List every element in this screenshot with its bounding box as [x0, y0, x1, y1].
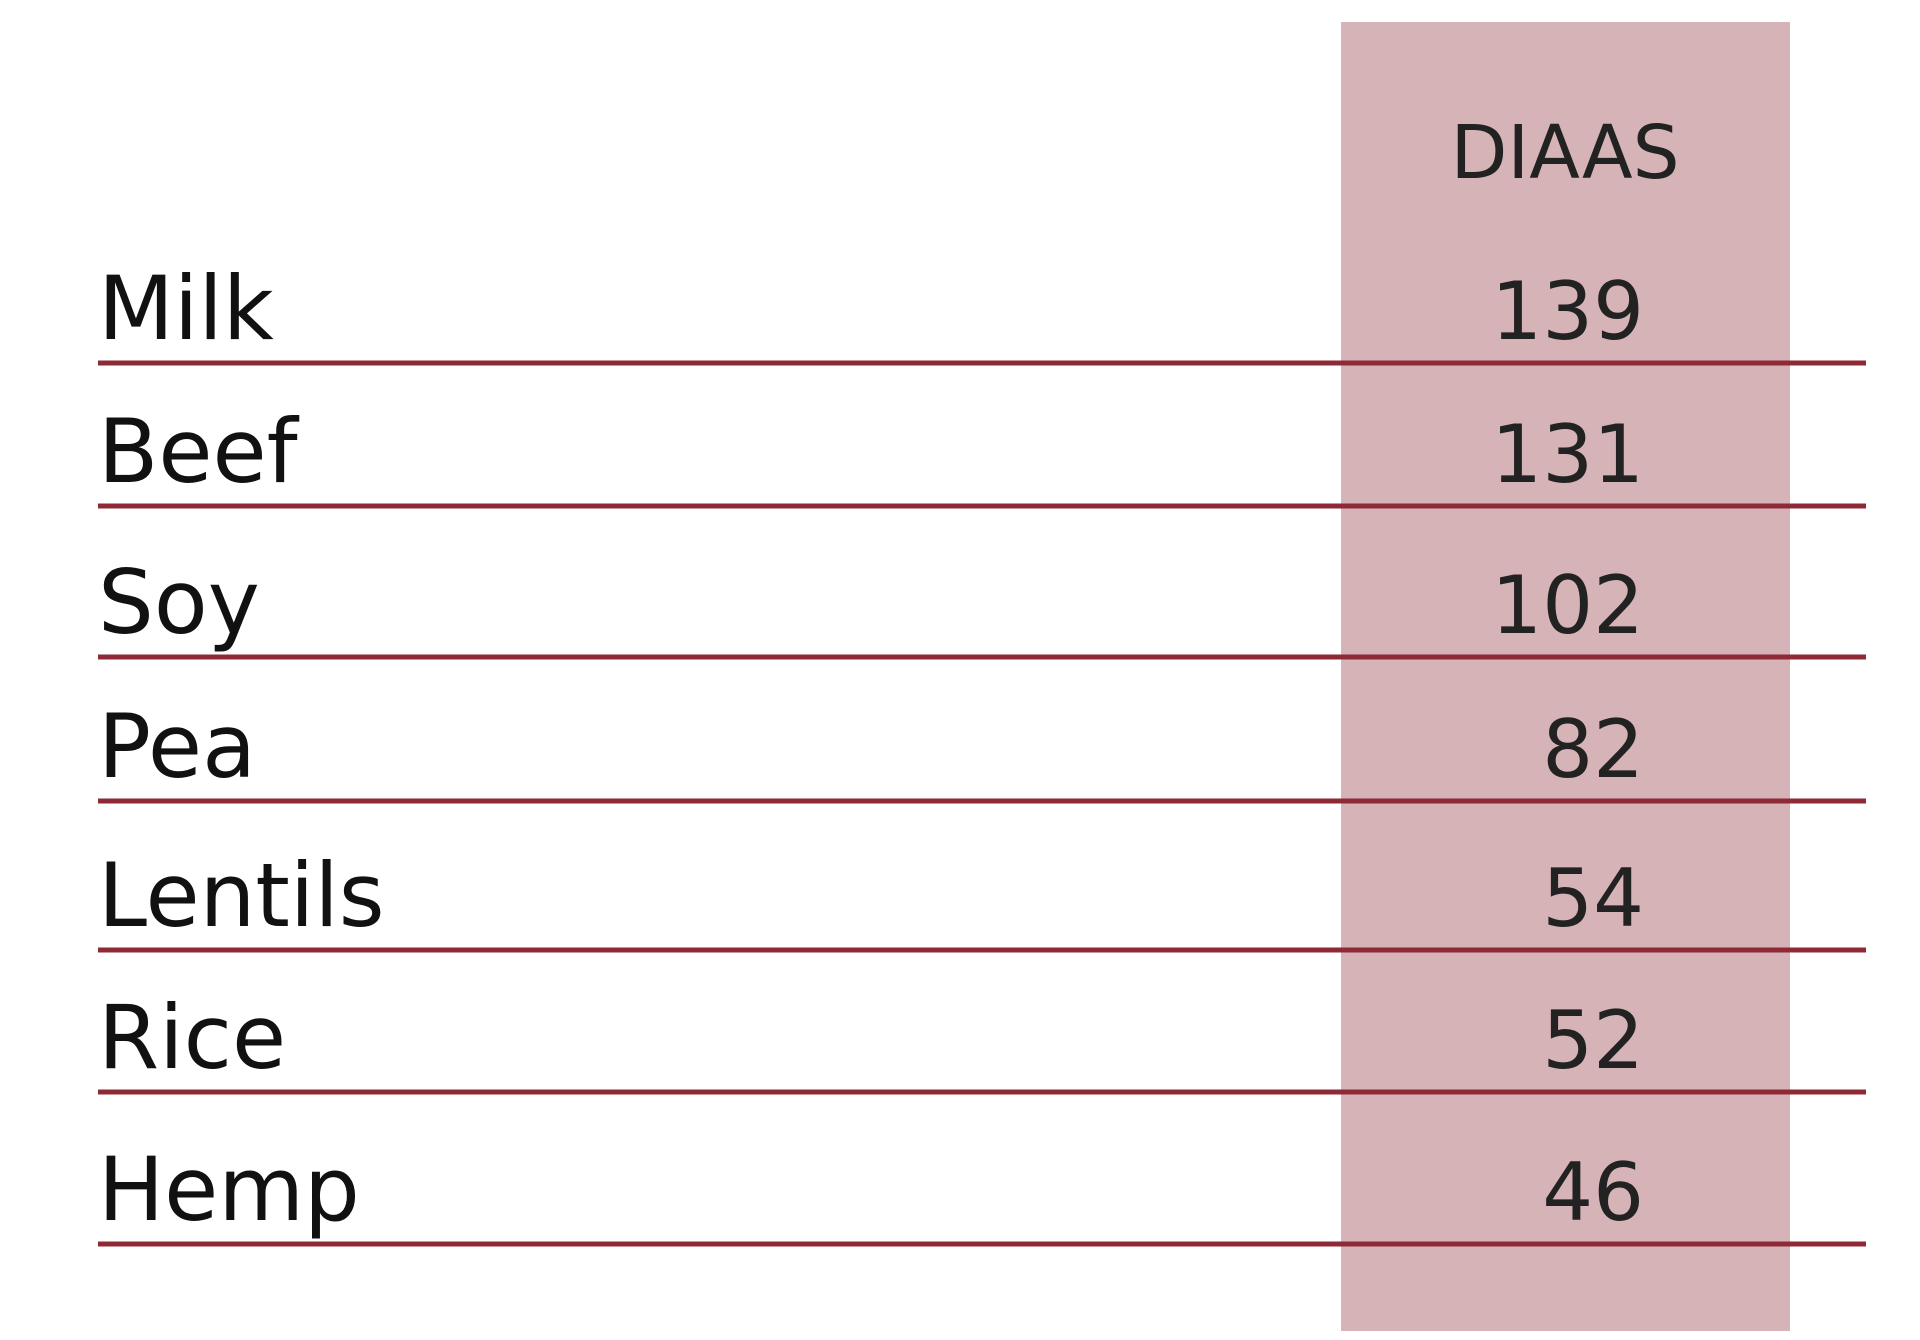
row-value: 131	[1491, 408, 1644, 501]
row-label: Rice	[98, 986, 286, 1089]
row-label: Pea	[98, 695, 256, 798]
row-value: 46	[1542, 1146, 1644, 1239]
row-value: 54	[1542, 852, 1644, 945]
row-value: 139	[1491, 265, 1644, 358]
row-label: Lentils	[98, 844, 385, 947]
row-label: Beef	[98, 400, 300, 503]
row-value: 102	[1491, 559, 1644, 652]
row-label: Soy	[98, 551, 260, 654]
column-header: DIAAS	[1450, 110, 1679, 196]
row-label: Milk	[98, 257, 274, 360]
column-highlight	[1341, 22, 1790, 1331]
row-value: 52	[1542, 994, 1644, 1087]
row-label: Hemp	[98, 1138, 360, 1241]
row-value: 82	[1542, 703, 1644, 796]
